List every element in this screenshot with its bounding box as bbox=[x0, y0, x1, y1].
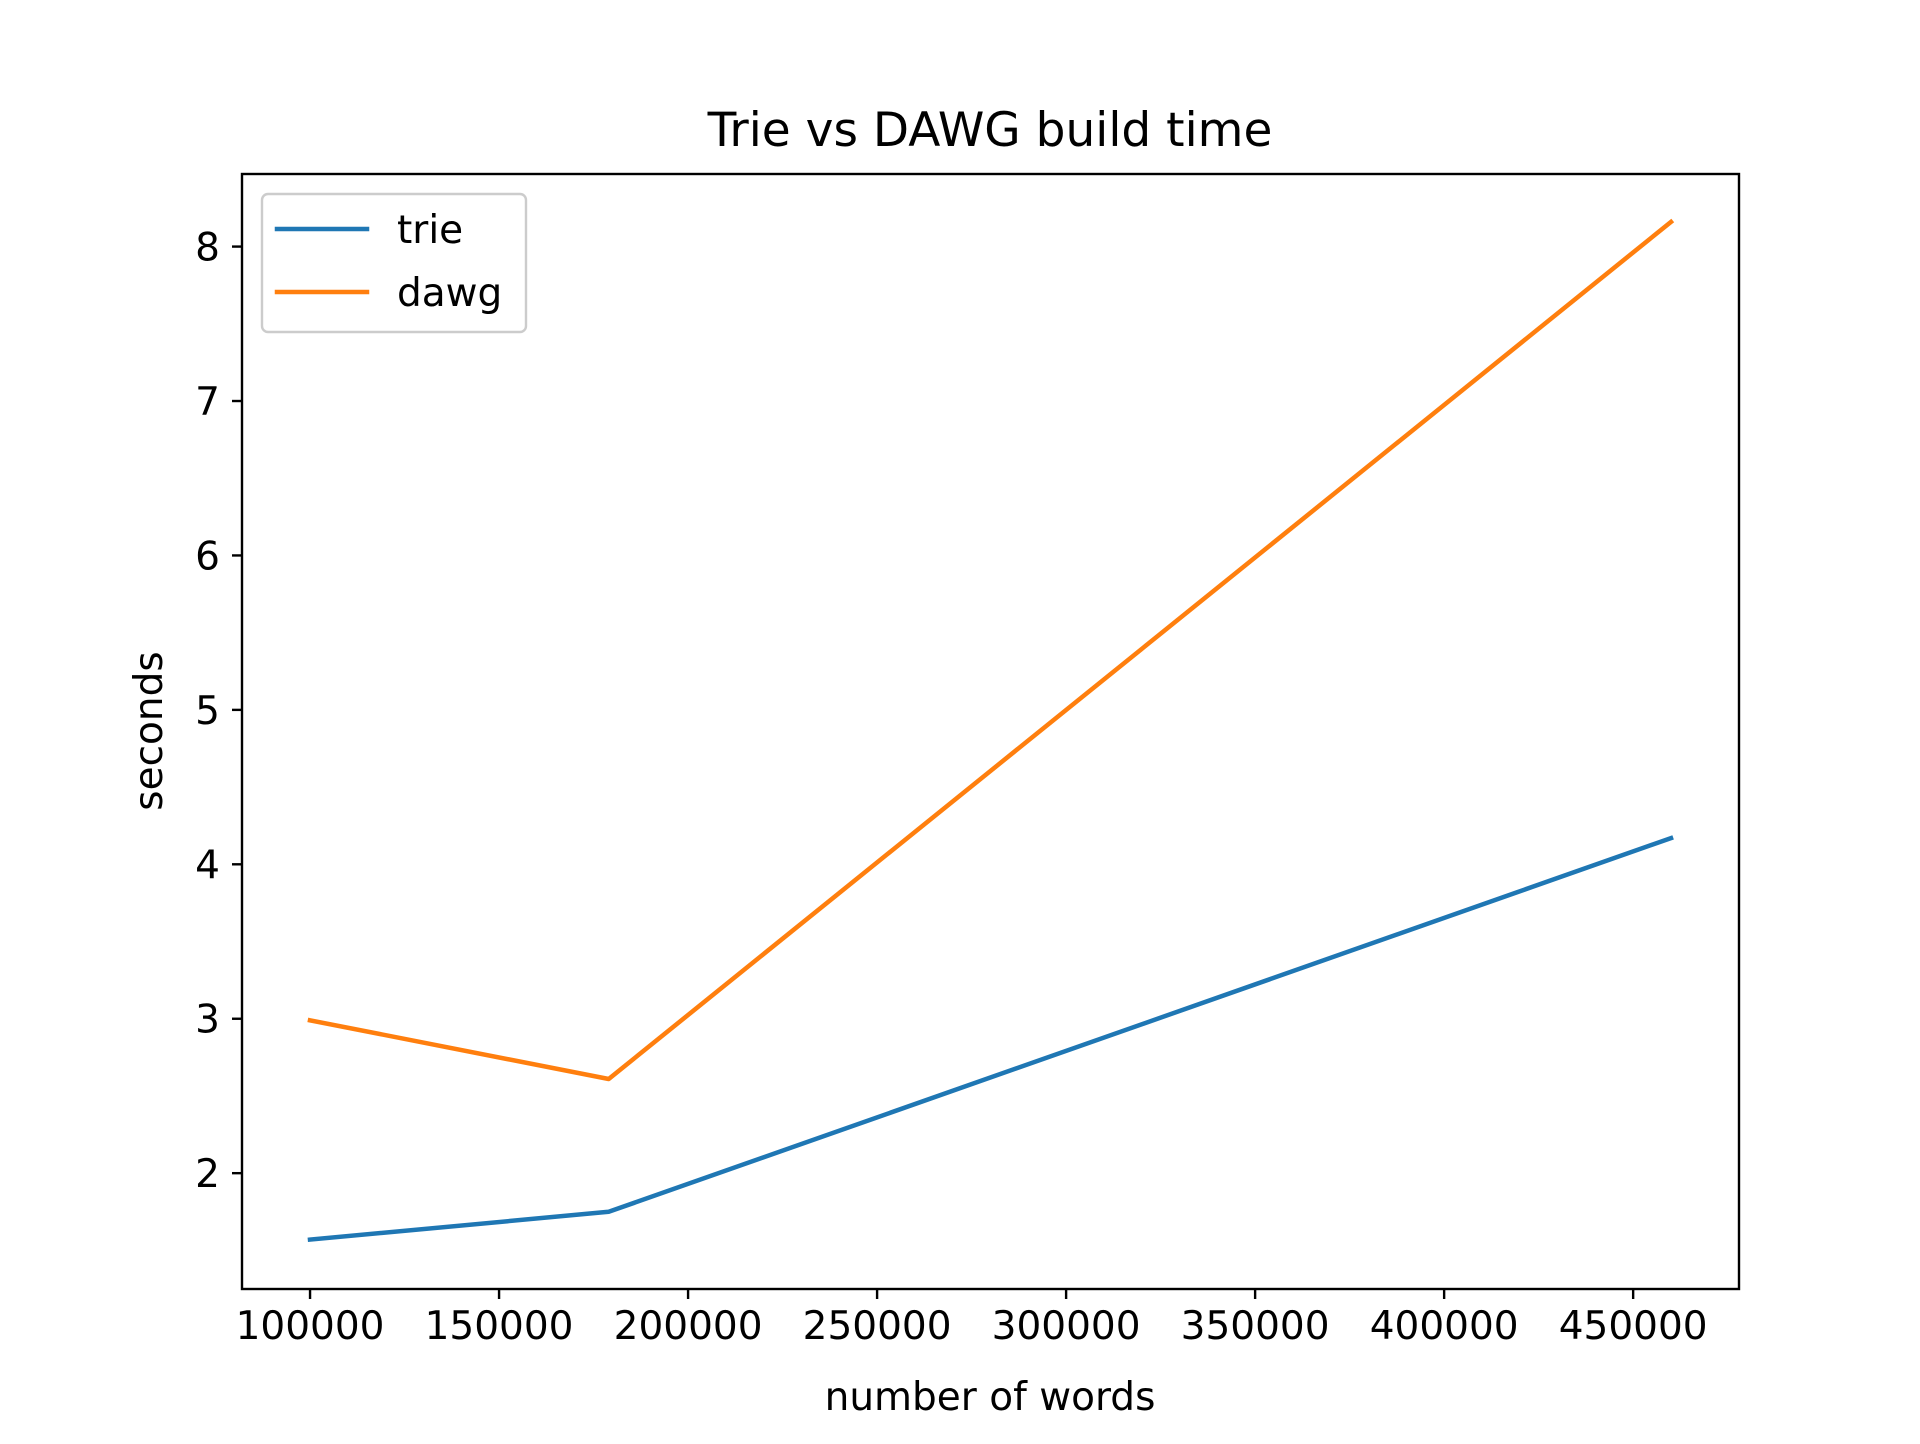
legend-label-trie: trie bbox=[397, 208, 463, 253]
y-tick-label: 8 bbox=[195, 226, 220, 271]
x-tick-label: 150000 bbox=[425, 1304, 574, 1349]
x-tick-label: 400000 bbox=[1370, 1304, 1519, 1349]
y-tick-label: 7 bbox=[195, 380, 220, 425]
y-tick-label: 4 bbox=[195, 843, 220, 888]
x-axis-label: number of words bbox=[825, 1375, 1156, 1420]
legend: trie dawg bbox=[262, 194, 526, 332]
y-tick-label: 6 bbox=[195, 534, 220, 579]
x-tick-label: 300000 bbox=[992, 1304, 1141, 1349]
x-tick-label: 100000 bbox=[236, 1304, 385, 1349]
y-tick-label: 3 bbox=[195, 998, 220, 1043]
x-tick-label: 250000 bbox=[803, 1304, 952, 1349]
legend-label-dawg: dawg bbox=[397, 271, 502, 316]
y-tick-label: 5 bbox=[195, 689, 220, 734]
y-tick-label: 2 bbox=[195, 1152, 220, 1197]
chart-title: Trie vs DAWG build time bbox=[707, 103, 1273, 158]
y-axis-label: seconds bbox=[127, 651, 172, 810]
x-tick-label: 350000 bbox=[1181, 1304, 1330, 1349]
x-tick-label: 200000 bbox=[614, 1304, 763, 1349]
x-tick-label: 450000 bbox=[1559, 1304, 1708, 1349]
